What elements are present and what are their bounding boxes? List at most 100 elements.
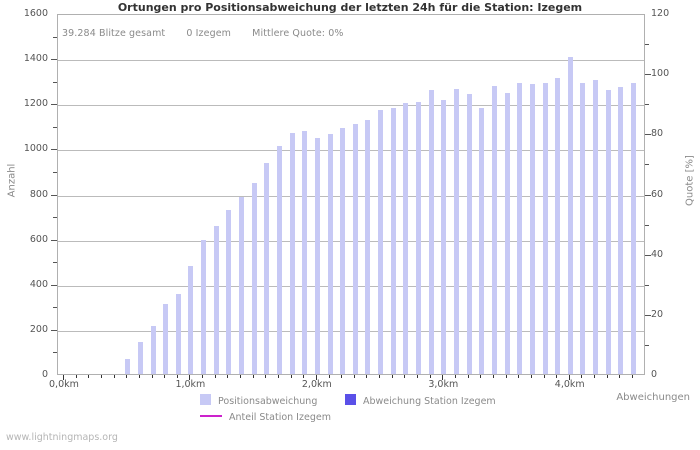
x-axis-tick	[467, 375, 469, 378]
bar	[542, 82, 548, 374]
bar	[580, 82, 586, 374]
bar	[567, 57, 573, 374]
x-axis-tick	[391, 375, 393, 378]
bar	[466, 94, 472, 374]
x-axis-tick	[556, 375, 558, 378]
x-axis-tick	[353, 375, 355, 378]
bar	[555, 78, 561, 374]
y-axis-left-minor-tick	[53, 307, 57, 309]
y-axis-left-label: Anzahl	[6, 163, 18, 198]
bar	[618, 87, 624, 374]
x-axis-tick	[303, 375, 305, 378]
gridline	[58, 150, 644, 152]
bar	[454, 88, 459, 374]
y-axis-left-tick	[51, 239, 57, 241]
bar	[365, 120, 371, 374]
legend-row-primary: Positionsabweichung Abweichung Station Iz…	[0, 394, 700, 410]
y-axis-left-minor-tick	[53, 171, 57, 173]
y-axis-left-tick-label: 1600	[23, 8, 48, 19]
y-axis-right-tick	[645, 134, 651, 136]
bar	[201, 239, 207, 374]
bar	[188, 265, 194, 374]
x-axis-tick	[632, 375, 634, 378]
y-axis-right-tick	[645, 254, 651, 256]
x-axis-tick	[455, 375, 456, 378]
y-axis-right-tick-label: 40	[651, 248, 664, 260]
x-axis-tick	[214, 375, 216, 378]
y-axis-right-minor-tick	[645, 104, 649, 106]
y-axis-right-label: Quote [%]	[684, 155, 696, 206]
y-axis-left-tick-label: 800	[29, 188, 48, 200]
bar	[605, 89, 611, 374]
x-axis-tick	[505, 375, 507, 378]
bar	[428, 89, 434, 374]
legend-item[interactable]: Anteil Station Izegem	[200, 412, 331, 423]
x-axis-tick	[429, 375, 431, 378]
bar	[479, 107, 485, 374]
footer-watermark: www.lightningmaps.org	[6, 432, 118, 443]
gridline	[58, 60, 644, 62]
y-axis-left-tick-label: 1400	[23, 53, 48, 65]
x-axis-tick	[480, 375, 482, 378]
y-axis-left-tick-label: 600	[29, 233, 48, 245]
legend-label: Anteil Station Izegem	[229, 412, 331, 423]
x-axis-tick	[417, 375, 419, 378]
x-axis-tick	[543, 375, 545, 378]
legend-row-secondary: Anteil Station Izegem	[0, 412, 700, 428]
legend-square-swatch	[345, 394, 356, 405]
x-axis-tick	[265, 375, 267, 378]
x-axis-tick	[151, 375, 153, 378]
y-axis-right-tick-label: 80	[651, 128, 664, 140]
y-axis-right-minor-tick	[645, 164, 649, 166]
y-axis-left-minor-tick	[53, 81, 57, 83]
annotation-average-quota: Mittlere Quote: 0%	[252, 28, 344, 39]
y-axis-right-tick	[645, 194, 651, 196]
chart-annotations: 39.284 Blitze gesamt 0 Izegem Mittlere Q…	[62, 28, 361, 39]
y-axis-left-minor-tick	[53, 126, 57, 128]
x-axis-tick	[138, 375, 140, 378]
y-axis-left-tick-label: 200	[29, 323, 48, 335]
bar	[441, 99, 447, 374]
y-axis-left-tick-label: 400	[29, 278, 48, 290]
x-axis-tick	[379, 375, 381, 378]
y-axis-right-tick-label: 20	[651, 308, 664, 320]
y-axis-left-tick	[51, 104, 57, 106]
gridline	[58, 240, 644, 242]
y-axis-left-minor-tick	[53, 352, 57, 354]
bar	[239, 196, 245, 374]
legend-line-swatch	[200, 415, 222, 417]
bar-series	[58, 15, 644, 374]
x-axis-tick	[619, 375, 621, 378]
bar	[327, 133, 333, 374]
legend-label: Abweichung Station Izegem	[363, 396, 496, 407]
bar	[213, 226, 219, 374]
y-axis-left-tick-label: 1200	[23, 98, 48, 110]
gridline	[58, 105, 644, 107]
x-axis-tick	[290, 375, 292, 378]
annotation-station-count: 0 Izegem	[186, 28, 232, 39]
chart-title: Ortungen pro Positionsabweichung der let…	[117, 1, 583, 14]
legend-item[interactable]: Abweichung Station Izegem	[345, 394, 496, 407]
x-axis-tick	[594, 375, 596, 378]
x-axis-tick	[277, 375, 279, 378]
bar	[593, 79, 599, 374]
y-axis-right-tick	[645, 314, 651, 316]
legend-item[interactable]: Positionsabweichung	[200, 394, 317, 407]
y-axis-right-minor-tick	[645, 44, 649, 46]
y-axis-right-minor-tick	[645, 284, 649, 286]
bar	[314, 138, 320, 374]
bar	[504, 93, 510, 374]
y-axis-left-tick	[51, 149, 57, 151]
bar	[416, 102, 422, 374]
y-axis-left-tick	[51, 284, 57, 286]
x-axis-tick	[252, 375, 254, 378]
y-axis-left-minor-tick	[53, 217, 57, 219]
y-axis-left-minor-tick	[53, 36, 57, 38]
bar	[163, 304, 169, 374]
x-axis-tick	[568, 375, 570, 380]
x-axis-tick	[442, 375, 444, 380]
gridline	[58, 195, 644, 197]
x-axis-label: Abweichungen	[616, 392, 690, 403]
x-axis-tick	[492, 375, 494, 378]
